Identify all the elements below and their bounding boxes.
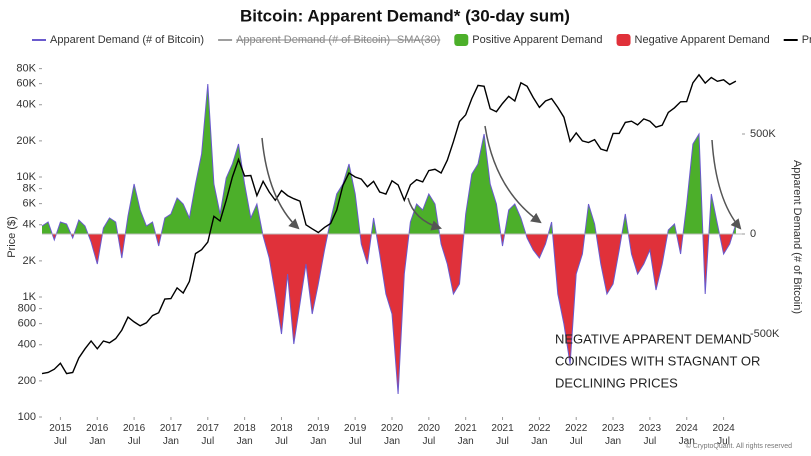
- x-tick-label: 2022 Jul: [565, 423, 588, 447]
- y2-axis-title: Apparent Demand (# of Bitcoin): [791, 160, 803, 314]
- y-tick-label: 40K: [16, 99, 36, 111]
- y-tick-label: 600: [18, 318, 36, 330]
- chart-title: Bitcoin: Apparent Demand* (30-day sum): [240, 6, 570, 25]
- arrow: [484, 125, 542, 224]
- y-tick-label: 60K: [16, 78, 36, 90]
- copyright: © CryptoQuant. All rights reserved: [686, 442, 792, 450]
- x-tick-label: 2023 Jan: [602, 423, 625, 447]
- arrow: [261, 137, 300, 230]
- x-tick-label: 2015 Jul: [49, 423, 72, 447]
- y-tick-label: 4K: [23, 219, 37, 231]
- annotation: NEGATIVE APPARENT DEMAND: [555, 331, 752, 346]
- x-tick-label: 2019 Jan: [307, 423, 330, 447]
- x-tick-label: 2018 Jan: [234, 423, 257, 447]
- x-tick-label: 2023 Jul: [639, 423, 662, 447]
- y2-tick-label: 500K: [750, 128, 776, 140]
- x-tick-label: 2017 Jan: [160, 423, 183, 447]
- legend-label: Negative Apparent Demand: [635, 34, 770, 46]
- arrow: [407, 197, 443, 231]
- x-tick-label: 2020 Jan: [381, 423, 404, 447]
- y2-tick-label: -500K: [750, 328, 780, 340]
- annotation: COINCIDES WITH STAGNANT OR: [555, 353, 760, 368]
- x-tick-label: 2016 Jul: [123, 423, 146, 447]
- x-tick-label: 2021 Jan: [455, 423, 478, 447]
- legend-label: Apparent Demand (# of Bitcoin): [50, 34, 204, 46]
- y-tick-label: 80K: [16, 63, 36, 75]
- x-tick-label: 2024 Jan: [676, 423, 699, 447]
- legend-swatch: [616, 34, 631, 46]
- demand-line: [41, 83, 737, 395]
- y-tick-label: 20K: [16, 135, 36, 147]
- y-tick-label: 2K: [23, 255, 37, 267]
- x-tick-label: 2021 Jul: [491, 423, 514, 447]
- x-tick-label: 2020 Jul: [418, 423, 441, 447]
- positive-area: [42, 84, 736, 234]
- negative-area: [42, 234, 736, 394]
- legend-label: Positive Apparent Demand: [472, 34, 602, 46]
- legend: Apparent Demand (# of Bitcoin) Apparent D…: [32, 34, 811, 46]
- y-tick-label: 8K: [23, 183, 37, 195]
- y-tick-label: 10K: [16, 171, 36, 183]
- x-tick-label: 2017 Jul: [197, 423, 220, 447]
- x-tick-label: 2019 Jul: [344, 423, 367, 447]
- y-tick-label: 100: [18, 411, 36, 423]
- price-line: [41, 73, 737, 375]
- x-tick-label: 2024 Jul: [712, 423, 735, 447]
- legend-label: Price: [802, 34, 811, 46]
- arrow: [711, 139, 742, 230]
- y-tick-label: 400: [18, 339, 36, 351]
- annotation: DECLINING PRICES: [555, 375, 678, 390]
- y-tick-label: 1K: [23, 291, 37, 303]
- x-tick-label: 2022 Jan: [528, 423, 551, 447]
- arrows: [261, 125, 742, 231]
- y-axis-title: Price ($): [6, 216, 18, 258]
- legend-swatch: [454, 34, 469, 46]
- x-tick-label: 2018 Jul: [270, 423, 293, 447]
- y-tick-label: 200: [18, 375, 36, 387]
- x-tick-label: 2016 Jan: [86, 423, 109, 447]
- y-tick-label: 6K: [23, 198, 37, 210]
- y-tick-label: 800: [18, 303, 36, 315]
- y2-tick-label: 0: [750, 228, 756, 240]
